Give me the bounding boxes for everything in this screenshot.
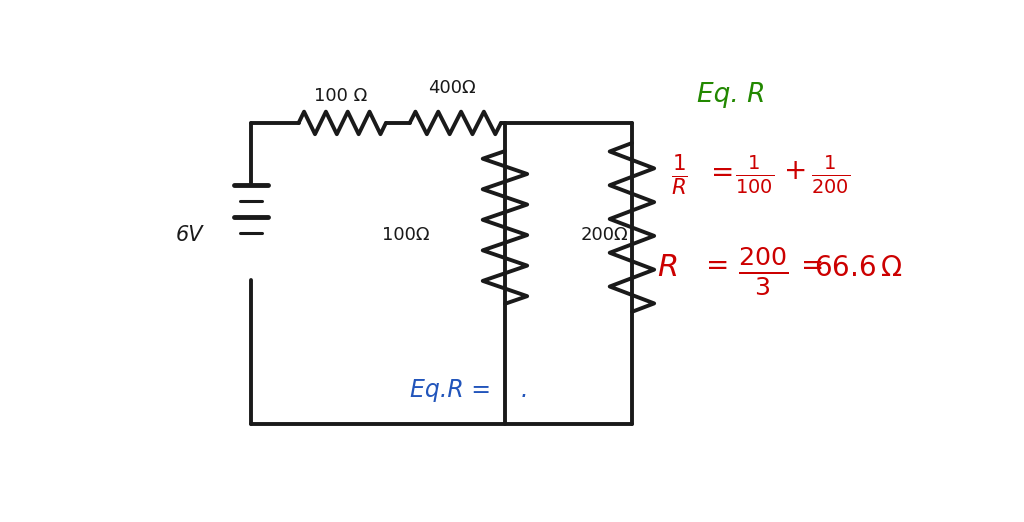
Text: 6V: 6V [176,226,204,245]
Text: 100Ω: 100Ω [382,227,430,244]
Text: Eq.R =    .: Eq.R = . [410,378,528,402]
Text: 400Ω: 400Ω [428,79,475,97]
Text: $=$: $=$ [795,250,823,278]
Text: $66.6\,\Omega$: $66.6\,\Omega$ [814,254,902,282]
Text: $\frac{1}{R}$: $\frac{1}{R}$ [671,152,688,198]
Text: $=$: $=$ [706,157,733,185]
Text: $\frac{1}{100}$: $\frac{1}{100}$ [735,154,774,196]
Text: 100 Ω: 100 Ω [314,87,368,105]
Text: $=$: $=$ [699,250,728,278]
Text: Eq. R: Eq. R [697,82,765,108]
Text: 200Ω: 200Ω [581,227,628,244]
Text: $R$: $R$ [657,253,678,282]
Text: $+$: $+$ [783,157,806,185]
Text: $\frac{200}{3}$: $\frac{200}{3}$ [737,246,788,298]
Text: $\frac{1}{200}$: $\frac{1}{200}$ [811,154,850,196]
